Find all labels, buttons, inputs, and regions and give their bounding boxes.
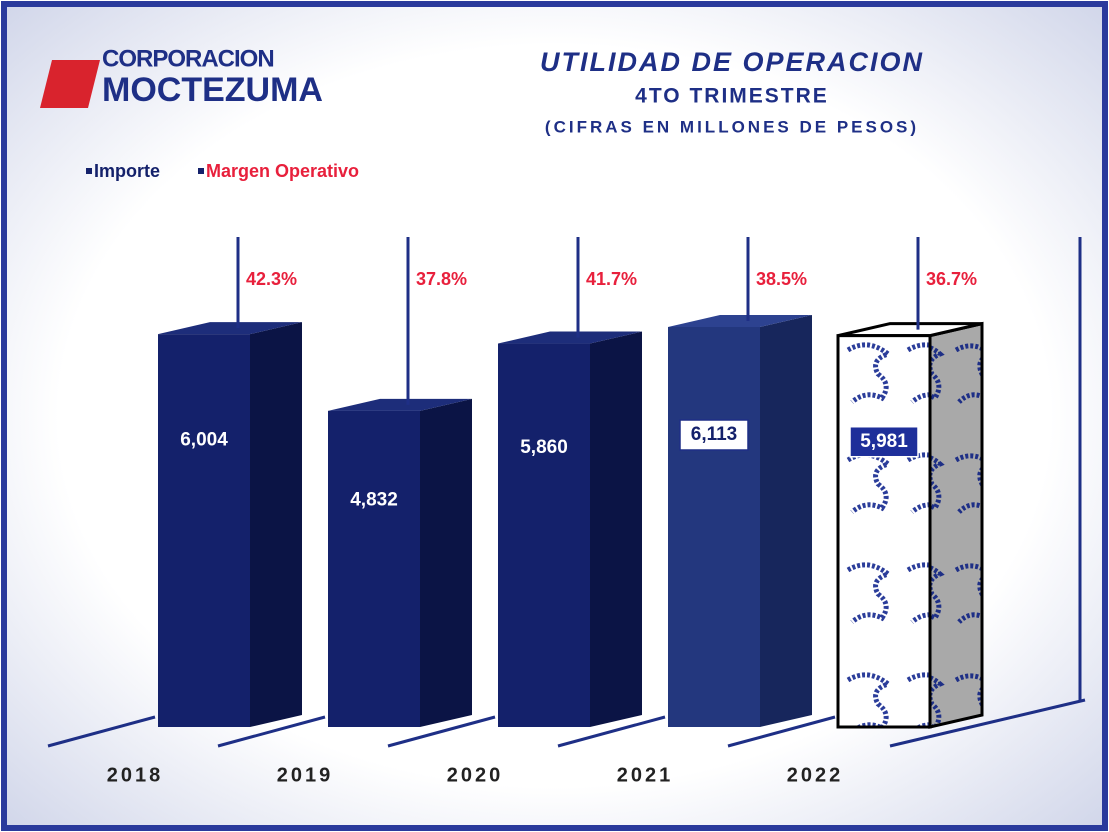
logo-text: MOCTEZUMA [102,71,323,109]
legend-swatch [86,168,92,174]
x-tick-label: 2018 [107,764,164,786]
margin-label: 36.7% [926,269,977,289]
value-label: 6,113 [691,424,738,445]
margin-label: 42.3% [246,269,297,289]
bar [498,331,642,727]
chart-subtitle: 4TO TRIMESTRE [635,85,829,108]
floor-line [557,715,666,748]
bar [158,322,302,727]
bar-front [498,343,590,727]
logo-text: CORPORACION [102,45,274,72]
logo: CORPORACION MOCTEZUMA [40,45,323,109]
margin-label: 38.5% [756,269,807,289]
bar-side [760,315,812,727]
bar-side [250,322,302,727]
floor-line [889,698,1086,748]
legend-label: Importe [94,161,160,181]
value-label: 5,860 [520,437,568,458]
value-label-box [849,425,919,458]
bar-side [590,331,642,727]
chart-note: (CIFRAS EN MILLONES DE PESOS) [545,117,919,136]
value-label: 5,981 [860,431,908,452]
margin-label: 41.7% [586,269,637,289]
chart-title: UTILIDAD DE OPERACION [540,47,924,77]
value-label: 4,832 [350,489,398,510]
bar-top [328,398,472,411]
bar-side [420,398,472,727]
bar-top [158,322,302,335]
bar-front [668,327,760,727]
bar-front [158,334,250,727]
legend-label: Margen Operativo [206,161,359,181]
bar-top [668,315,812,327]
x-tick-label: 2022 [787,764,844,786]
x-tick-label: 2020 [447,764,504,786]
floor-line [387,715,496,748]
logo-mark [40,60,100,108]
margin-label: 37.8% [416,269,467,289]
bar [836,321,984,729]
bar [328,398,472,727]
value-label: 6,004 [180,430,228,451]
x-tick-label: 2021 [617,764,674,786]
floor-line [217,715,326,748]
bar-front [328,410,420,727]
bar [668,315,812,727]
floor-line [47,715,156,748]
bar-front [836,334,932,729]
floor-line [727,715,836,748]
value-label-box [679,419,749,451]
x-tick-label: 2019 [277,764,334,786]
legend-swatch [198,168,204,174]
bar-side [928,321,984,729]
bar-top [498,331,642,344]
